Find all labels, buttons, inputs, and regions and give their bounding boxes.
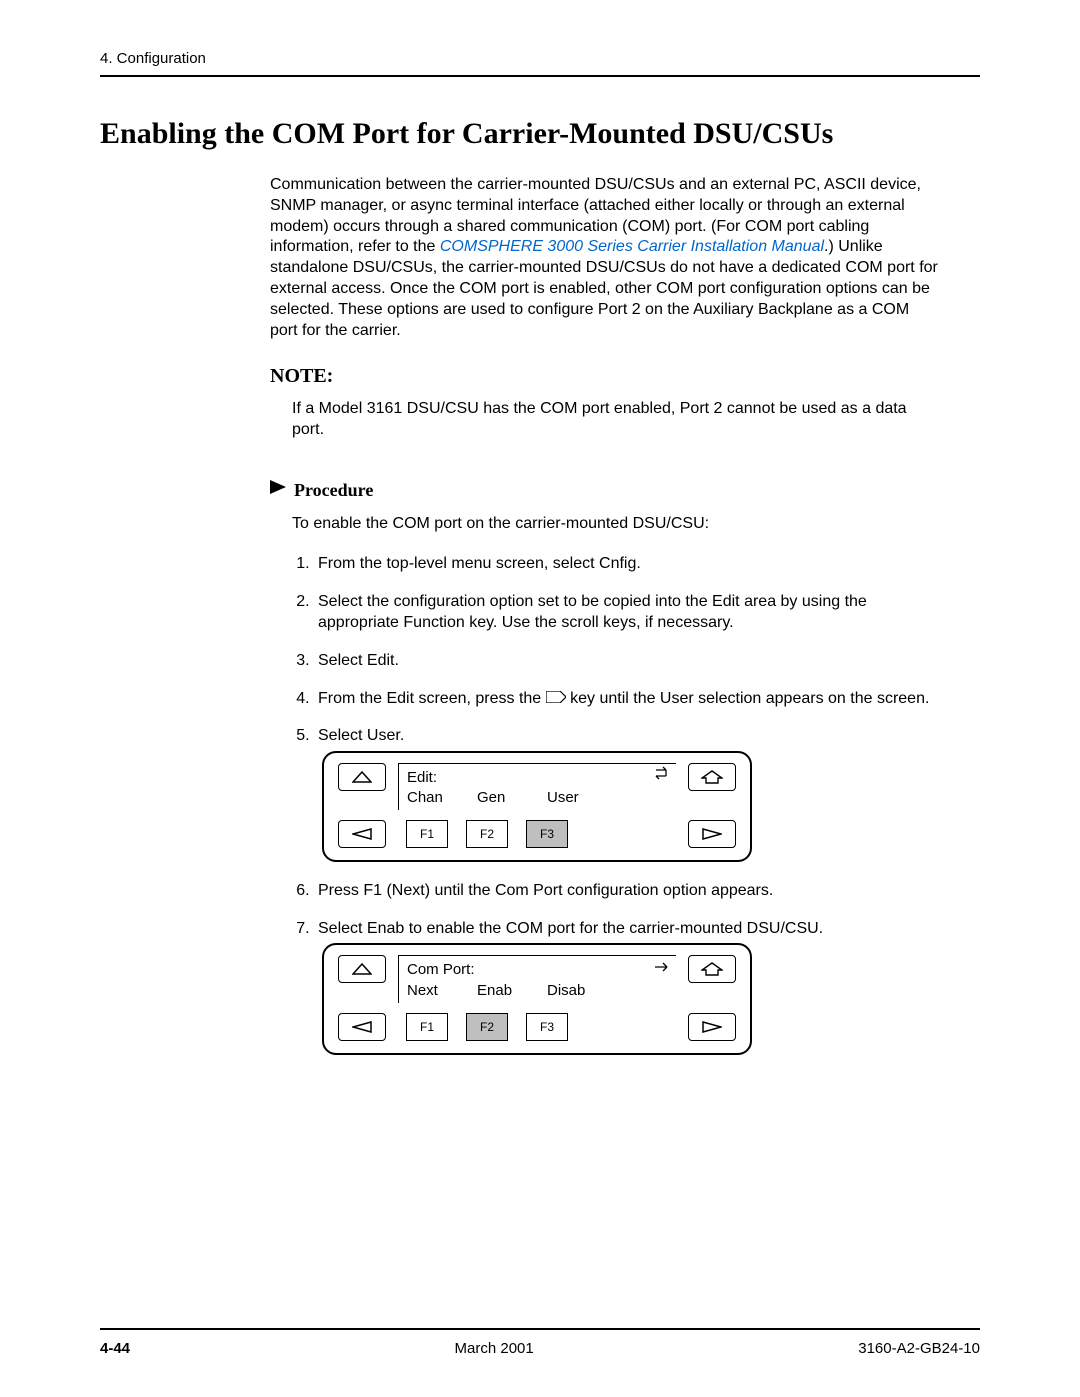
lcd-top-label-2: Com Port:	[407, 960, 668, 980]
step-4-text-a: From the Edit screen, press the	[318, 690, 546, 707]
lcd-panel-edit: Edit: Chan Gen User	[322, 751, 752, 863]
page-footer: 4-44 March 2001 3160-A2-GB24-10	[100, 1328, 980, 1357]
triangle-up-icon	[352, 963, 372, 975]
lcd-opt-enab: Enab	[477, 981, 547, 1001]
f1-key-2[interactable]: F1	[406, 1013, 448, 1041]
step-2: Select the configuration option set to b…	[314, 591, 940, 634]
f3-key[interactable]: F3	[526, 820, 568, 848]
up-button[interactable]	[338, 763, 386, 791]
header-rule	[100, 75, 980, 77]
step-3: Select Edit.	[314, 650, 940, 672]
right-key-icon	[546, 688, 566, 710]
step-4-text-b: key until the User selection appears on …	[566, 690, 930, 707]
intro-paragraph: Communication between the carrier-mounte…	[270, 175, 940, 341]
right-arrow-icon	[654, 958, 670, 978]
f3-key-2[interactable]: F3	[526, 1013, 568, 1041]
f2-key-2[interactable]: F2	[466, 1013, 508, 1041]
triangle-left-icon	[352, 828, 372, 840]
page-number: 4-44	[100, 1340, 130, 1357]
right-button[interactable]	[688, 820, 736, 848]
home-icon	[701, 962, 723, 976]
triangle-left-icon	[352, 1021, 372, 1033]
step-7: Select Enab to enable the COM port for t…	[314, 918, 940, 1055]
return-arrow-icon	[654, 766, 670, 786]
left-button-2[interactable]	[338, 1013, 386, 1041]
lcd-panel-comport: Com Port: Next Enab Disab	[322, 943, 752, 1055]
up-button-2[interactable]	[338, 955, 386, 983]
left-button[interactable]	[338, 820, 386, 848]
procedure-intro: To enable the COM port on the carrier-mo…	[292, 514, 940, 535]
procedure-triangle-icon	[270, 480, 286, 501]
triangle-right-icon	[702, 828, 722, 840]
f1-key[interactable]: F1	[406, 820, 448, 848]
triangle-up-icon	[352, 771, 372, 783]
doc-id: 3160-A2-GB24-10	[858, 1340, 980, 1357]
lcd-opt-next: Next	[407, 981, 477, 1001]
page-title: Enabling the COM Port for Carrier-Mounte…	[100, 117, 980, 151]
step-7-text: Select Enab to enable the COM port for t…	[318, 920, 823, 937]
lcd-top-label: Edit:	[407, 768, 668, 788]
note-text: If a Model 3161 DSU/CSU has the COM port…	[292, 399, 940, 441]
note-heading: NOTE:	[270, 363, 940, 389]
procedure-heading: Procedure	[294, 479, 373, 502]
step-6: Press F1 (Next) until the Com Port confi…	[314, 880, 940, 902]
home-button[interactable]	[688, 763, 736, 791]
step-1: From the top-level menu screen, select C…	[314, 553, 940, 575]
lcd-display-edit: Edit: Chan Gen User	[398, 763, 676, 811]
lcd-display-comport: Com Port: Next Enab Disab	[398, 955, 676, 1003]
triangle-right-icon	[702, 1021, 722, 1033]
f2-key[interactable]: F2	[466, 820, 508, 848]
lcd-opt-chan: Chan	[407, 788, 477, 808]
procedure-steps: From the top-level menu screen, select C…	[292, 553, 940, 1055]
chapter-header: 4. Configuration	[100, 50, 980, 67]
lcd-opt-disab: Disab	[547, 981, 617, 1001]
lcd-opt-gen: Gen	[477, 788, 547, 808]
step-4: From the Edit screen, press the key unti…	[314, 688, 940, 710]
footer-date: March 2001	[455, 1340, 534, 1357]
right-button-2[interactable]	[688, 1013, 736, 1041]
lcd-opt-user: User	[547, 788, 617, 808]
step-5-text: Select User.	[318, 727, 404, 744]
home-icon	[701, 770, 723, 784]
manual-link[interactable]: COMSPHERE 3000 Series Carrier Installati…	[440, 238, 824, 255]
step-5: Select User. Edit: Chan	[314, 725, 940, 862]
home-button-2[interactable]	[688, 955, 736, 983]
